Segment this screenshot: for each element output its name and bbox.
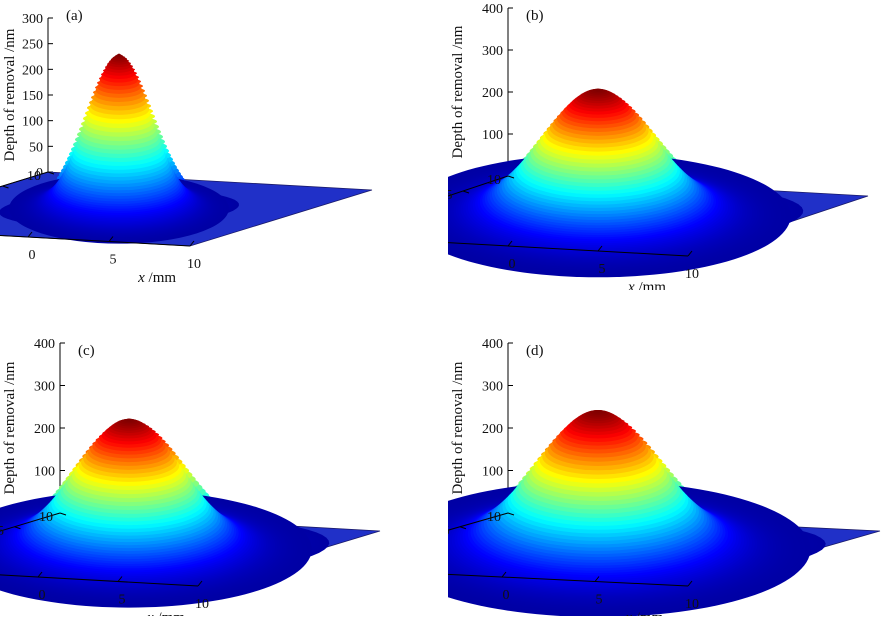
x-tick-mark	[594, 576, 600, 582]
x-tick-mark	[117, 576, 123, 582]
x-axis-label: x /mm	[146, 610, 185, 616]
z-tick-label: 200	[22, 63, 43, 78]
y-tick-mark	[462, 190, 470, 194]
z-tick-label: 200	[34, 422, 55, 437]
y-tick-mark	[47, 171, 55, 175]
z-tick-label: 250	[22, 38, 43, 53]
z-tick-label: 150	[22, 89, 43, 104]
y-tick-mark	[2, 185, 9, 189]
surface-peak	[385, 409, 811, 618]
y-tick-mark	[14, 526, 21, 530]
z-tick-label: 100	[34, 465, 55, 480]
z-tick-label: 0	[36, 166, 43, 181]
y-tick-mark	[507, 512, 515, 516]
z-axis-label: Depth of removal /nm	[450, 25, 466, 158]
y-tick-label: 10	[39, 510, 53, 525]
x-tick-mark	[108, 236, 114, 242]
x-tick-label: 10	[195, 597, 209, 612]
surface-chart-svg: 0100200300400−50510−10−50510x /mmy /mmDe…	[303, 2, 869, 296]
z-axis-label: Depth of removal /nm	[2, 361, 18, 494]
z-tick-label: 50	[29, 140, 43, 155]
y-tick-mark	[459, 526, 467, 530]
y-axis-line	[0, 512, 61, 532]
x-axis-label: x /mm	[627, 280, 666, 291]
x-tick-mark	[189, 240, 195, 247]
surface-chart-svg: 0100200300400−50510−10−50510x /mmy /mmDe…	[291, 337, 881, 621]
panel-label: (a)	[66, 8, 83, 24]
x-tick-label: 10	[685, 597, 699, 612]
x-tick-mark	[27, 231, 33, 238]
z-tick-label: 400	[34, 337, 55, 352]
surface-peak	[405, 88, 791, 278]
x-tick-mark	[687, 250, 693, 257]
panel-label: (b)	[526, 8, 544, 24]
x-tick-label: 10	[685, 267, 699, 282]
x-tick-label: 5	[119, 593, 126, 608]
x-tick-mark	[687, 580, 693, 587]
x-tick-label: 0	[39, 588, 46, 603]
x-tick-label: 5	[596, 593, 603, 608]
z-axis-label: Depth of removal /nm	[2, 28, 18, 161]
y-tick-mark	[59, 512, 67, 516]
x-tick-label: 5	[110, 253, 117, 268]
x-tick-label: 0	[509, 257, 516, 272]
y-tick-label: 5	[448, 188, 453, 203]
x-tick-mark	[197, 580, 203, 587]
z-tick-label: 100	[22, 115, 43, 130]
z-tick-label: 100	[482, 465, 503, 480]
x-tick-label: 10	[187, 257, 201, 272]
y-axis-line	[0, 171, 49, 188]
z-tick-label: 300	[482, 380, 503, 395]
z-tick-label: 300	[22, 12, 43, 27]
x-tick-mark	[501, 571, 507, 578]
x-tick-label: 5	[599, 262, 606, 277]
surface-chart-svg: 0100200300400−50510−10−50510x /mmy /mmDe…	[0, 337, 381, 621]
surface-peak	[9, 53, 229, 244]
x-axis-label: x /mm	[137, 270, 176, 286]
z-tick-label: 100	[482, 128, 503, 143]
x-tick-mark	[37, 571, 43, 578]
y-tick-label: 10	[27, 169, 41, 184]
y-tick-label: 10	[487, 173, 501, 188]
surface-panel-c: 0100200300400−50510−10−50510x /mmy /mmDe…	[0, 318, 448, 621]
z-tick-label: 400	[482, 2, 503, 17]
z-tick-label: 300	[482, 44, 503, 59]
z-tick-label: 300	[34, 380, 55, 395]
x-tick-label: 0	[503, 588, 510, 603]
panel-label: (c)	[78, 343, 95, 359]
surface-panel-d: 0100200300400−50510−10−50510x /mmy /mmDe…	[291, 318, 896, 621]
surface-panel-b: 0100200300400−50510−10−50510x /mmy /mmDe…	[303, 0, 896, 296]
z-axis-label: Depth of removal /nm	[450, 361, 466, 494]
z-tick-label: 200	[482, 86, 503, 101]
x-tick-mark	[507, 240, 513, 247]
y-tick-label: 5	[448, 524, 450, 539]
panel-label: (d)	[526, 343, 544, 359]
surface-peak	[0, 418, 312, 608]
x-axis-label: x /mm	[624, 610, 663, 616]
z-tick-label: 200	[482, 422, 503, 437]
y-tick-label: 10	[487, 510, 501, 525]
y-tick-mark	[507, 175, 515, 179]
y-tick-label: 5	[0, 524, 4, 539]
x-tick-mark	[597, 245, 603, 252]
x-tick-label: 0	[29, 248, 36, 263]
z-tick-label: 400	[482, 337, 503, 352]
